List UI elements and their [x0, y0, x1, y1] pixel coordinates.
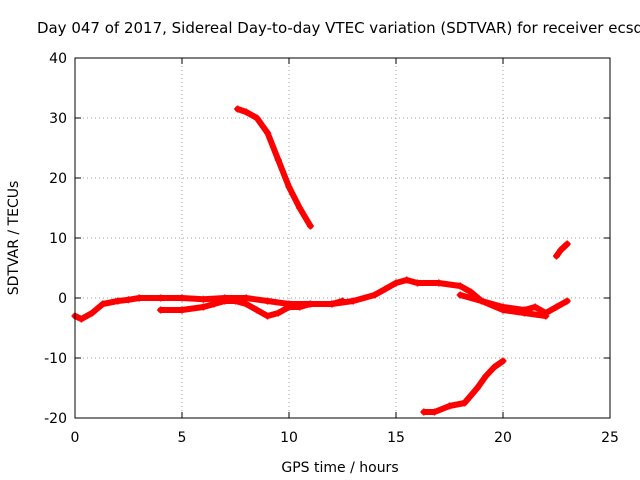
data-point — [563, 240, 571, 248]
data-point — [157, 306, 165, 314]
x-tick-label: 25 — [601, 430, 619, 446]
data-point — [264, 129, 272, 137]
x-axis-label: GPS time / hours — [281, 460, 398, 476]
data-point — [199, 295, 207, 303]
data-point — [306, 222, 314, 230]
data-point — [285, 183, 293, 191]
data-point — [473, 384, 481, 392]
data-point — [499, 357, 507, 365]
data-marks — [71, 105, 571, 416]
data-point — [296, 204, 304, 212]
data-point — [210, 300, 218, 308]
data-point — [99, 300, 107, 308]
y-axis-label: SDTVAR / TECUs — [6, 181, 22, 296]
data-point — [431, 408, 439, 416]
data-point — [467, 288, 475, 296]
data-point — [553, 303, 560, 311]
series-line — [234, 106, 314, 229]
data-point — [413, 279, 421, 287]
data-point — [242, 300, 250, 308]
x-tick-label: 15 — [387, 430, 405, 446]
data-point — [381, 285, 389, 293]
data-point — [125, 296, 132, 304]
data-point — [460, 399, 468, 407]
x-tick-label: 0 — [71, 430, 80, 446]
axis-ticks: 0 5 10 15 20 25 -20 -10 0 10 20 30 40 — [44, 51, 619, 446]
series-line — [157, 298, 346, 319]
data-point — [456, 282, 464, 290]
data-point — [88, 309, 96, 317]
data-point — [456, 291, 464, 299]
chart-title: Day 047 of 2017, Sidereal Day-to-day VTE… — [37, 19, 640, 37]
y-tick-label: -10 — [44, 351, 67, 367]
data-point — [253, 114, 261, 122]
series-line — [457, 292, 571, 316]
data-point — [274, 156, 282, 164]
data-point — [520, 306, 528, 314]
data-point — [306, 300, 314, 308]
data-point — [253, 306, 261, 314]
data-point — [285, 303, 293, 311]
y-tick-label: 10 — [49, 231, 67, 247]
data-point — [557, 246, 565, 254]
data-point — [232, 297, 239, 305]
data-point — [490, 363, 498, 371]
data-point — [234, 105, 242, 113]
data-point — [178, 306, 186, 314]
data-point — [199, 303, 207, 311]
data-point — [420, 408, 428, 416]
data-point — [482, 372, 490, 380]
series-main-band-b — [157, 297, 346, 320]
data-point — [339, 297, 346, 305]
y-tick-label: 0 — [58, 291, 67, 307]
x-tick-label: 20 — [494, 430, 512, 446]
series-upper-arc — [234, 105, 314, 230]
grid — [75, 58, 610, 418]
data-point — [478, 297, 486, 305]
data-point — [371, 291, 379, 299]
data-point — [135, 294, 143, 302]
x-tick-label: 10 — [280, 430, 298, 446]
series-late-band — [456, 291, 571, 317]
series-line — [420, 358, 506, 415]
data-point — [77, 315, 85, 323]
data-point — [264, 312, 272, 320]
data-point — [446, 402, 453, 410]
data-point — [435, 279, 443, 287]
data-point — [221, 297, 229, 305]
data-point — [328, 300, 336, 308]
data-point — [553, 252, 560, 260]
y-tick-label: 40 — [49, 51, 67, 67]
data-point — [542, 309, 550, 317]
x-tick-label: 5 — [178, 430, 187, 446]
data-point — [242, 108, 250, 116]
y-tick-label: 30 — [49, 111, 67, 127]
series-end-segment — [553, 240, 571, 260]
data-point — [114, 297, 122, 305]
y-tick-label: 20 — [49, 171, 67, 187]
data-point — [563, 297, 571, 305]
data-point — [349, 297, 357, 305]
data-point — [499, 303, 507, 311]
data-point — [531, 303, 539, 311]
y-tick-label: -20 — [44, 411, 67, 427]
data-point — [157, 294, 165, 302]
data-point — [242, 294, 250, 302]
data-point — [178, 294, 186, 302]
data-point — [274, 309, 282, 317]
data-point — [296, 303, 304, 311]
data-point — [392, 279, 400, 287]
data-point — [403, 276, 411, 284]
data-point — [264, 297, 272, 305]
series-lower-arc — [420, 357, 507, 416]
